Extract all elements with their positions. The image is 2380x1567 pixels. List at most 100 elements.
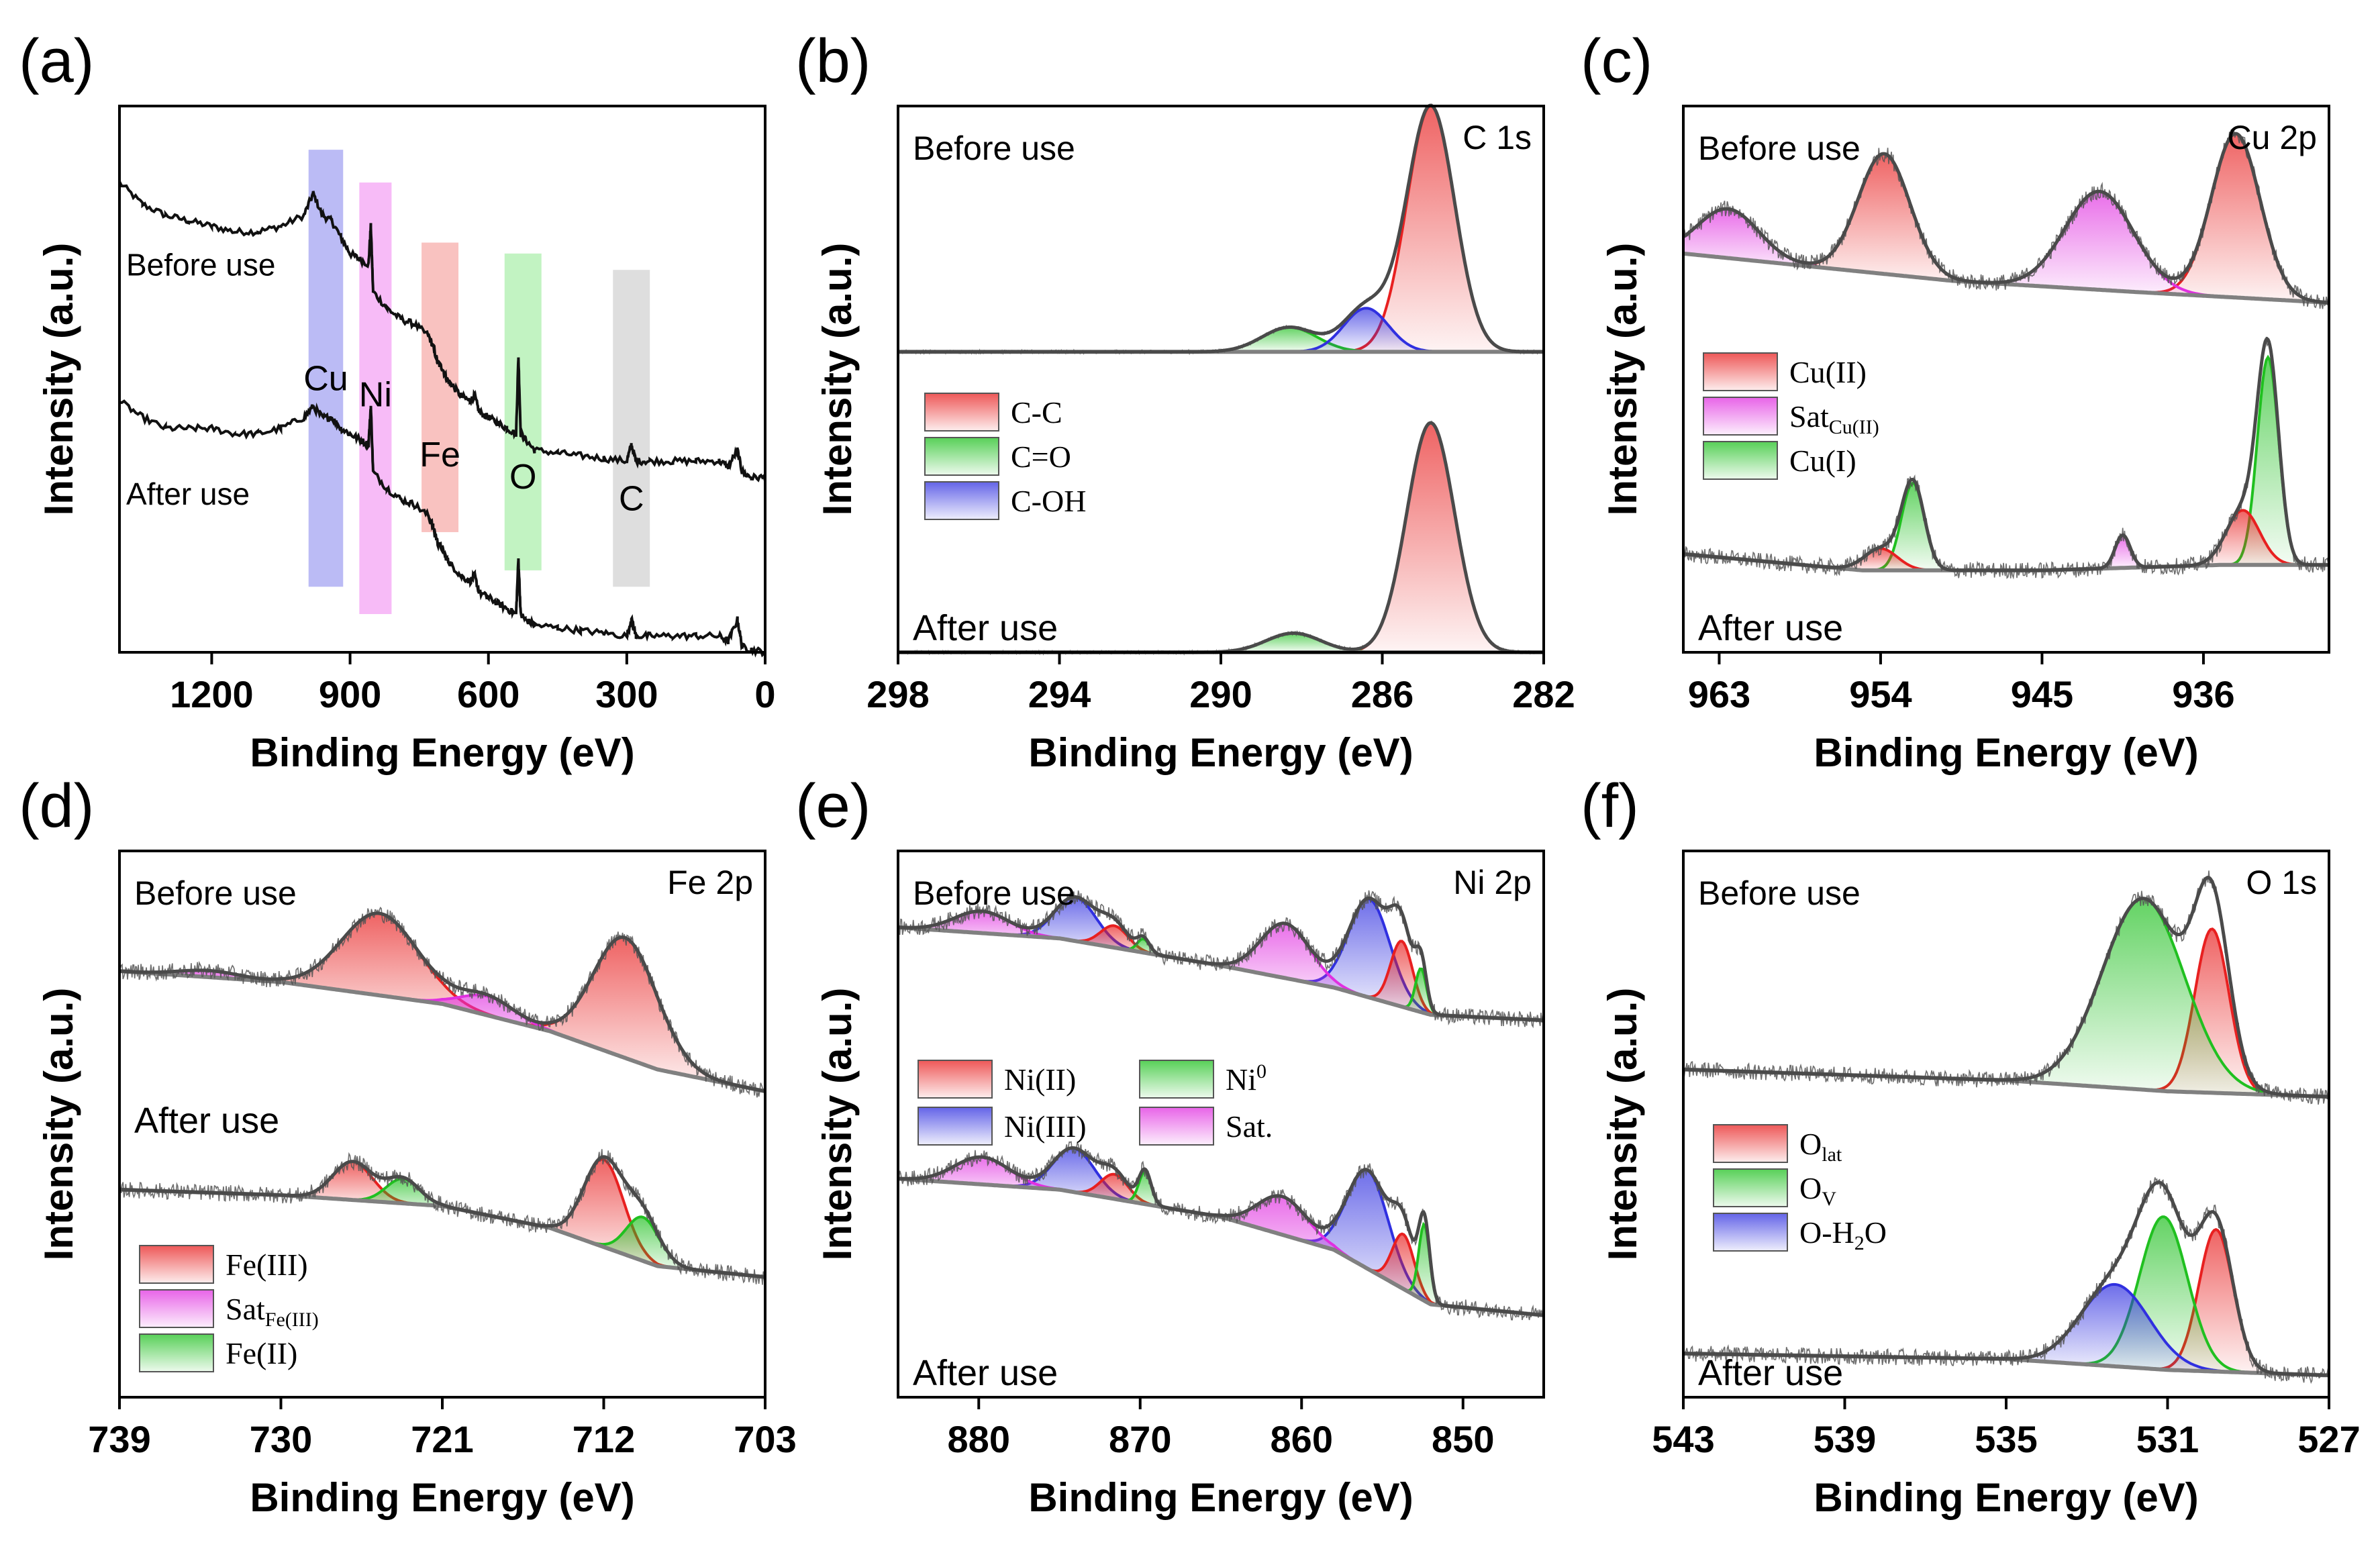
legend-label: C-OH — [1011, 484, 1086, 518]
panel-letter: (f) — [1581, 772, 1639, 840]
peak-fill-Ni0 — [1111, 939, 1175, 958]
band-label: Cu — [303, 359, 348, 398]
peak-fill-Ni(II) — [1348, 1233, 1460, 1307]
x-tick-label: 539 — [1814, 1418, 1876, 1460]
element-band-C — [613, 270, 650, 587]
legend-swatch — [1713, 1168, 1788, 1207]
fit-envelope — [119, 911, 766, 1093]
panel-letter: (c) — [1581, 27, 1652, 95]
peak-fill-Cu(II) — [2156, 510, 2329, 567]
spectrum-title: Cu 2p — [2228, 119, 2317, 156]
element-band-O — [504, 253, 542, 570]
legend-label: Ni(II) — [1004, 1062, 1076, 1097]
legend-label: Olat — [1799, 1127, 1842, 1166]
x-tick-label: 880 — [948, 1418, 1010, 1460]
peak-fill-Olat — [2128, 1229, 2304, 1375]
peak-fill-Sat — [349, 991, 626, 1058]
fit-envelope — [897, 1146, 1544, 1317]
x-tick-label: 300 — [595, 673, 658, 715]
peak-fill-Fe(III) — [250, 1162, 455, 1209]
panel-5: (f) 543 539 535 531 527 Binding Energy (eV) Int… — [1581, 772, 2361, 1520]
survey-spectrum-1 — [119, 399, 766, 658]
fit-envelope — [1683, 336, 2329, 572]
x-tick-label: 739 — [88, 1418, 150, 1460]
legend-swatch — [1703, 441, 1778, 480]
before-use-label: Before use — [1698, 874, 1861, 912]
peak-fill-Fe(III) — [182, 913, 577, 1041]
peak-fill-OV — [2040, 1217, 2288, 1374]
legend-swatch — [1703, 352, 1778, 391]
fit-envelope — [898, 895, 1544, 1022]
after-use-label: After use — [1698, 608, 1843, 648]
peak-fill-Ni0 — [1396, 1224, 1452, 1307]
spectrum-title: C 1s — [1462, 119, 1532, 156]
x-tick-label: 954 — [1849, 673, 1912, 715]
legend-swatch — [924, 393, 999, 432]
peak-fill-C-OH — [1251, 308, 1481, 352]
x-axis-label: Binding Energy (eV) — [250, 730, 634, 775]
x-tick-label: 531 — [2136, 1418, 2199, 1460]
before-use-label: Before use — [913, 130, 1075, 167]
x-tick-label: 936 — [2172, 673, 2234, 715]
x-tick-label: 535 — [1975, 1418, 2037, 1460]
panel-1: (b) 298 294 290 286 282 Binding Energy (eV) Int… — [795, 27, 1575, 775]
spectrum-title: Ni 2p — [1453, 864, 1532, 901]
peak-fill-Cu(I) — [1853, 483, 1971, 570]
peak-fill-Ni(II) — [1043, 1174, 1185, 1211]
after-use-label: After use — [1698, 1353, 1843, 1393]
legend-swatch — [1703, 397, 1778, 436]
x-tick-label: 1200 — [170, 673, 254, 715]
band-label: C — [619, 479, 644, 518]
peak-fill-Fe(II) — [557, 1217, 730, 1274]
peak-fill-C-C — [1307, 423, 1544, 652]
x-tick-label: 0 — [754, 673, 775, 715]
peak-fill-Ni0 — [1393, 968, 1449, 1016]
fit-envelope — [1682, 132, 2330, 305]
legend-swatch — [1713, 1213, 1788, 1252]
x-tick-label: 543 — [1652, 1418, 1714, 1460]
legend-swatch — [918, 1060, 993, 1099]
legend-swatch — [924, 481, 999, 520]
panel-letter: (d) — [19, 772, 94, 840]
peak-fill-Olat — [2124, 929, 2301, 1096]
x-tick-label: 963 — [1688, 673, 1750, 715]
band-label: O — [509, 458, 536, 497]
peak-fill-Ni0 — [1113, 1171, 1177, 1210]
x-axis-label: Binding Energy (eV) — [1814, 1475, 2198, 1520]
y-axis-label: Intensity (a.u.) — [36, 243, 81, 516]
y-axis-label: Intensity (a.u.) — [36, 988, 81, 1261]
after-use-label: After use — [913, 1353, 1058, 1393]
x-tick-label: 600 — [457, 673, 519, 715]
peak-fill-Cu(II) — [1751, 154, 2017, 285]
x-tick-label: 900 — [319, 673, 381, 715]
fit-envelope — [1683, 876, 2330, 1099]
legend-swatch — [139, 1289, 214, 1328]
panel-4: (e) 880 870 860 850 Binding Energy (eV) Intens… — [795, 772, 1545, 1520]
raw-spectrum — [1683, 336, 2330, 580]
legend-label: OV — [1799, 1171, 1836, 1210]
band-label: Fe — [419, 436, 460, 474]
peak-fill-Ni(III) — [1262, 1170, 1474, 1309]
peak-fill-Sat. — [1158, 923, 1413, 1010]
x-axis-label: Binding Energy (eV) — [250, 1475, 634, 1520]
spectrum-title: O 1s — [2246, 864, 2317, 901]
peak-fill-Cu(II) — [1794, 548, 1967, 570]
element-band-Ni — [359, 182, 392, 615]
legend-label: C-C — [1011, 395, 1062, 429]
legend-label: SatFe(III) — [226, 1292, 319, 1331]
legend-label: Cu(II) — [1789, 355, 1867, 389]
x-axis-label: Binding Energy (eV) — [1028, 730, 1413, 775]
panel-0: (a) Cu Ni Fe O C Before use After use 1200 900 600… — [19, 27, 776, 775]
legend-label: Fe(II) — [226, 1336, 297, 1370]
after-use-label: After use — [913, 608, 1058, 648]
series-label-after: After use — [126, 476, 250, 511]
legend-label: O-H2O — [1799, 1215, 1887, 1254]
before-use-label: Before use — [134, 874, 297, 912]
panel-letter: (a) — [19, 27, 94, 95]
survey-spectrum-0 — [118, 181, 766, 483]
before-use-label: Before use — [1698, 130, 1861, 167]
element-band-Fe — [422, 242, 459, 532]
panel-2: (c) 963 954 945 936 Binding Energy (eV) Intens… — [1581, 27, 2330, 775]
x-axis-label: Binding Energy (eV) — [1814, 730, 2198, 775]
after-use-label: After use — [134, 1101, 279, 1141]
